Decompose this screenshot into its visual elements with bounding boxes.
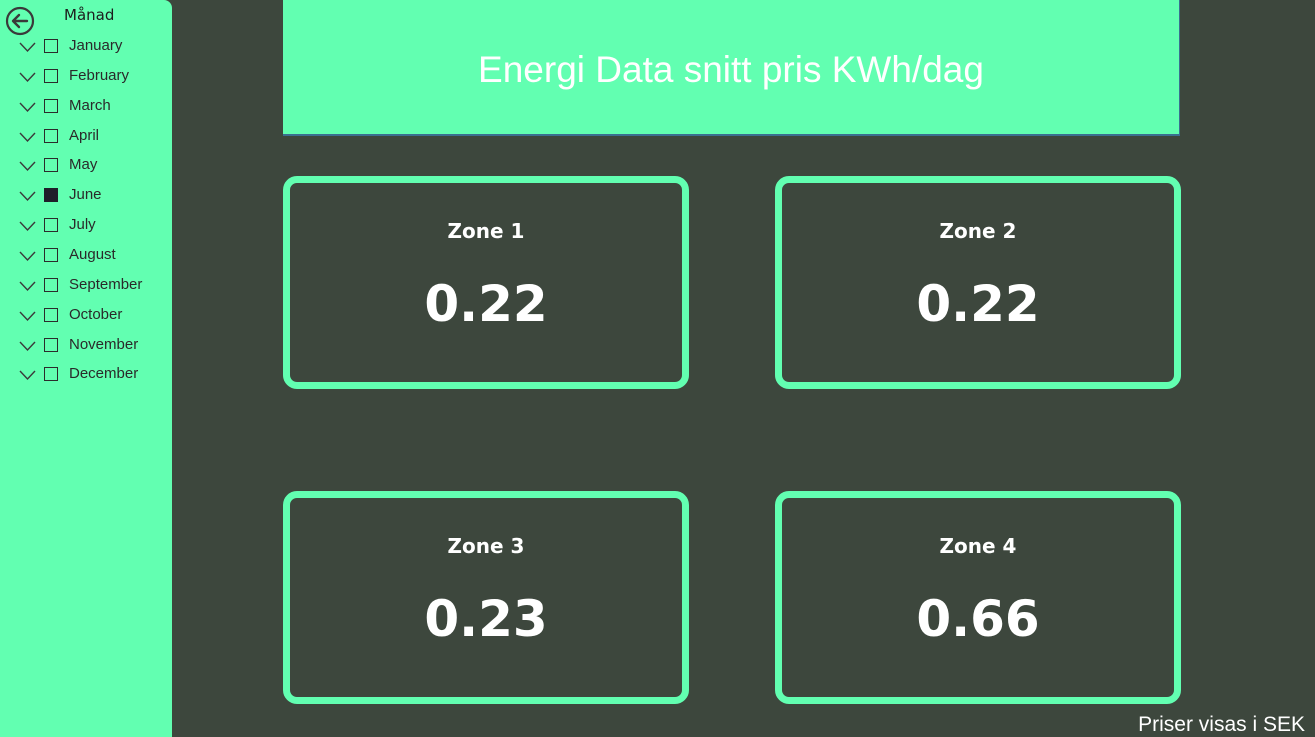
month-label: August (69, 245, 116, 263)
month-label: July (69, 216, 96, 234)
chevron-down-icon[interactable] (19, 71, 36, 83)
month-item-september[interactable]: September (0, 274, 172, 302)
zone-label: Zone 2 (939, 219, 1017, 243)
month-label: April (69, 126, 100, 144)
month-item-august[interactable]: August (0, 244, 172, 272)
zone-label: Zone 3 (447, 534, 525, 558)
zone-label: Zone 1 (447, 219, 525, 243)
chevron-down-icon[interactable] (19, 340, 36, 352)
month-label: January (69, 37, 123, 54)
month-label: October (69, 305, 123, 323)
month-checkbox[interactable] (44, 68, 58, 83)
month-label: September (69, 275, 143, 293)
chevron-down-icon[interactable] (19, 41, 36, 53)
month-label: November (69, 335, 139, 353)
month-item-june[interactable]: June (0, 184, 172, 212)
chevron-down-icon[interactable] (19, 250, 36, 262)
back-arrow-icon[interactable] (5, 6, 35, 36)
month-item-march[interactable]: March (0, 95, 172, 123)
filter-title: Månad (64, 6, 115, 24)
month-item-february[interactable]: February (0, 65, 172, 93)
month-item-december[interactable]: December (0, 363, 172, 391)
chevron-down-icon[interactable] (19, 369, 36, 381)
month-checkbox[interactable] (44, 98, 58, 113)
chevron-down-icon[interactable] (19, 220, 36, 232)
month-label: December (69, 365, 139, 383)
chevron-down-icon[interactable] (19, 190, 36, 202)
month-item-july[interactable]: July (0, 214, 172, 242)
month-checkbox[interactable] (44, 277, 58, 292)
currency-note: Priser visas i SEK (1138, 713, 1305, 736)
zone-card-1: Zone 1 0.22 (283, 176, 689, 389)
page-title: Energi Data snitt pris KWh/dag (478, 49, 984, 90)
chevron-down-icon[interactable] (19, 101, 36, 113)
month-checkbox[interactable] (44, 218, 58, 233)
month-label: June (69, 186, 102, 204)
month-checkbox[interactable] (44, 188, 58, 203)
page-title-banner: Energi Data snitt pris KWh/dag (283, 0, 1180, 136)
month-item-may[interactable]: May (0, 154, 172, 182)
month-checkbox[interactable] (44, 247, 58, 262)
chevron-down-icon[interactable] (19, 131, 36, 143)
month-item-january[interactable]: January (0, 35, 172, 63)
chevron-down-icon[interactable] (19, 160, 36, 172)
month-item-november[interactable]: November (0, 334, 172, 362)
month-checkbox[interactable] (44, 128, 58, 143)
month-checkbox[interactable] (44, 307, 58, 322)
zone-label: Zone 4 (939, 534, 1017, 558)
month-item-april[interactable]: April (0, 125, 172, 153)
month-filter-panel: Månad January February March April May June Ju… (0, 0, 172, 737)
zone-card-2: Zone 2 0.22 (775, 176, 1181, 389)
zone-price-value: 0.23 (424, 590, 548, 648)
zone-card-4: Zone 4 0.66 (775, 491, 1181, 704)
month-checkbox[interactable] (44, 39, 58, 53)
month-label: March (69, 96, 111, 114)
month-label: February (69, 66, 130, 84)
zone-price-value: 0.66 (916, 590, 1040, 648)
zone-price-value: 0.22 (916, 275, 1040, 333)
chevron-down-icon[interactable] (19, 280, 36, 292)
month-label: May (69, 156, 98, 174)
month-item-october[interactable]: October (0, 304, 172, 332)
chevron-down-icon[interactable] (19, 310, 36, 322)
month-checkbox[interactable] (44, 337, 58, 352)
month-checkbox[interactable] (44, 367, 58, 382)
month-checkbox[interactable] (44, 158, 58, 173)
zone-card-3: Zone 3 0.23 (283, 491, 689, 704)
zone-price-value: 0.22 (424, 275, 548, 333)
